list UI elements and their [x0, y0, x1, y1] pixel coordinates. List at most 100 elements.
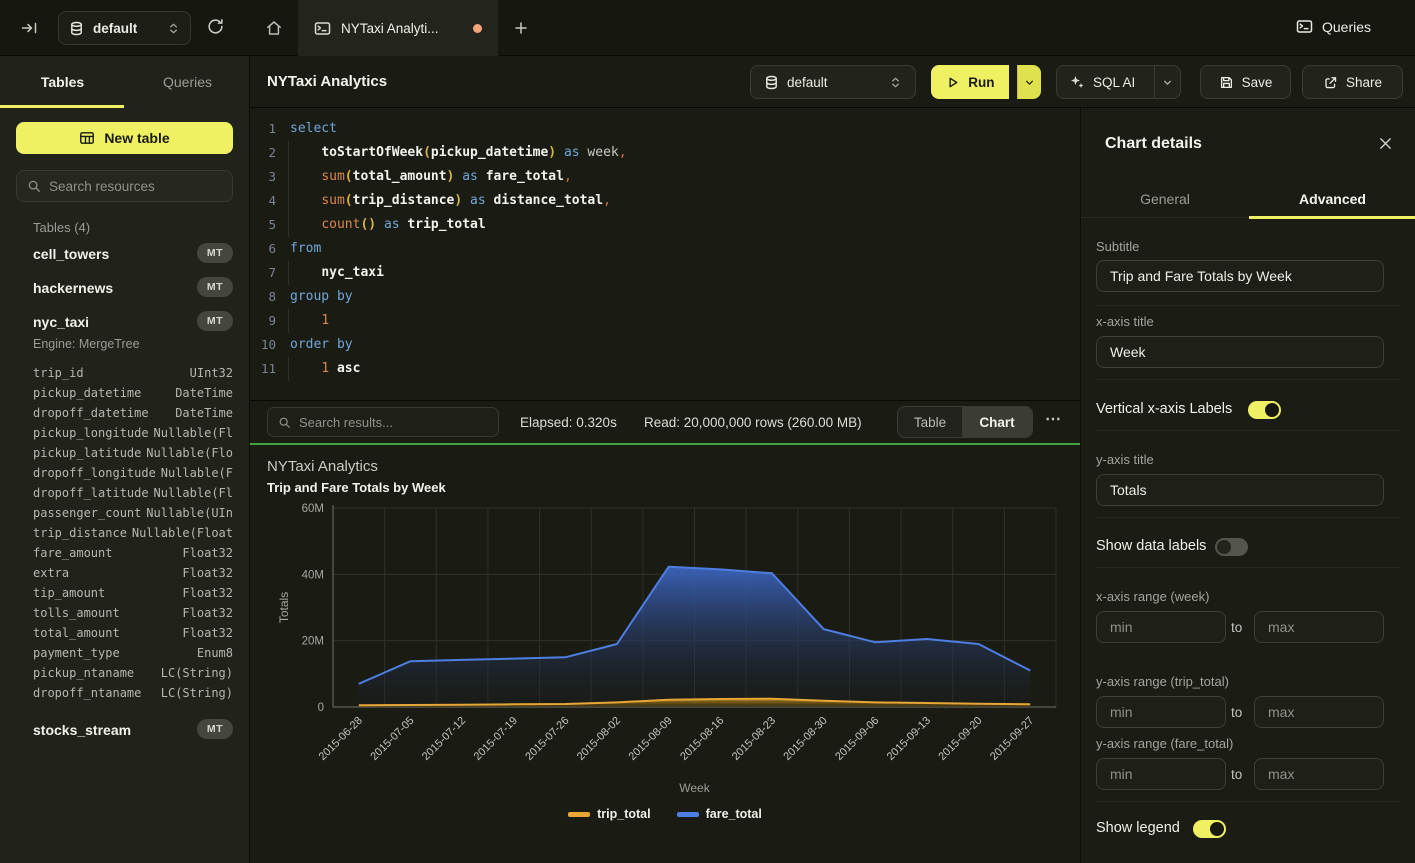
sidebar-tab-queries[interactable]: Queries — [125, 56, 250, 108]
sql-code: sum(trip_distance) as distance_total, — [290, 189, 611, 213]
sql-code: select — [290, 117, 337, 141]
toolbar-database-selector[interactable]: default — [750, 65, 916, 99]
legend-item[interactable]: trip_total — [568, 807, 650, 821]
show-legend-toggle[interactable] — [1193, 820, 1226, 838]
line-number: 3 — [250, 165, 276, 189]
table-item-stocks-stream[interactable]: stocks_stream MT — [0, 719, 250, 745]
column-row: dropoff_latitudeNullable(Fl — [33, 483, 233, 503]
engine-badge: MT — [197, 311, 233, 331]
home-tab[interactable] — [250, 0, 298, 56]
column-row: dropoff_longitudeNullable(F — [33, 463, 233, 483]
yrange-trip-label: y-axis range (trip_total) — [1096, 674, 1229, 689]
results-search-input[interactable] — [299, 415, 469, 430]
column-row: pickup_datetimeDateTime — [33, 383, 233, 403]
vertical-labels-toggle[interactable] — [1248, 401, 1281, 419]
subtitle-label: Subtitle — [1096, 239, 1139, 254]
table-item-hackernews[interactable]: hackernews MT — [0, 277, 250, 303]
sidebar-tab-tables[interactable]: Tables — [0, 56, 125, 108]
yrange-fare-max-input[interactable] — [1254, 758, 1384, 790]
sidebar-search[interactable] — [16, 170, 233, 202]
queries-button[interactable]: Queries — [1296, 18, 1371, 35]
read-stat: Read: 20,000,000 rows (260.00 MB) — [644, 415, 862, 430]
column-name: tolls_amount — [33, 603, 120, 623]
yaxis-title-input[interactable] — [1096, 474, 1384, 506]
topbar-database-selector[interactable]: default — [58, 11, 191, 45]
sql-line[interactable]: 3 sum(total_amount) as fare_total, — [250, 165, 1080, 189]
save-button[interactable]: Save — [1200, 65, 1291, 99]
collapse-sidebar-icon[interactable] — [20, 19, 38, 37]
chart-view-toggle[interactable]: Chart — [962, 407, 1032, 437]
svg-text:2015-06-28: 2015-06-28 — [317, 715, 365, 763]
run-button[interactable]: Run — [931, 65, 1009, 99]
database-selector-value: default — [93, 21, 137, 36]
search-icon — [278, 416, 291, 429]
panel-tab-bar: General Advanced — [1081, 180, 1415, 218]
new-tab-button[interactable] — [512, 19, 530, 37]
column-type: Float32 — [182, 603, 233, 623]
sql-code: sum(total_amount) as fare_total, — [290, 165, 572, 189]
sql-line[interactable]: 4 sum(trip_distance) as distance_total, — [250, 189, 1080, 213]
column-type: Enum8 — [197, 643, 233, 663]
sql-line[interactable]: 5 count() as trip_total — [250, 213, 1080, 237]
yrange-trip-min-input[interactable] — [1096, 696, 1226, 728]
legend-item[interactable]: fare_total — [677, 807, 762, 821]
sql-code: group by — [290, 285, 353, 309]
column-row: payment_typeEnum8 — [33, 643, 233, 663]
legend-swatch — [677, 812, 699, 817]
search-icon — [27, 179, 41, 193]
results-search[interactable] — [267, 407, 499, 437]
tab-general[interactable]: General — [1081, 180, 1249, 218]
yrange-trip-max-input[interactable] — [1254, 696, 1384, 728]
engine-label: Engine: MergeTree — [33, 337, 140, 351]
sql-line[interactable]: 11 1 asc — [250, 357, 1080, 381]
svg-text:2015-07-19: 2015-07-19 — [472, 715, 520, 763]
tab-advanced[interactable]: Advanced — [1249, 180, 1415, 218]
table-view-toggle[interactable]: Table — [898, 407, 962, 437]
to-label: to — [1231, 767, 1242, 782]
sql-ai-chevron[interactable] — [1154, 66, 1180, 98]
column-type: Nullable(Fl — [154, 483, 233, 503]
sql-line[interactable]: 1select — [250, 117, 1080, 141]
chevron-updown-icon — [167, 22, 180, 35]
table-item-cell-towers[interactable]: cell_towers MT — [0, 243, 250, 269]
xrange-max-input[interactable] — [1254, 611, 1384, 643]
line-number: 6 — [250, 237, 276, 261]
column-row: dropoff_datetimeDateTime — [33, 403, 233, 423]
sql-editor[interactable]: 1select2 toStartOfWeek(pickup_datetime) … — [250, 108, 1080, 400]
tab-nytaxi-analytics[interactable]: NYTaxi Analyti... — [298, 0, 498, 56]
sql-line[interactable]: 6from — [250, 237, 1080, 261]
xaxis-title-input[interactable] — [1096, 336, 1384, 368]
table-item-nyc-taxi[interactable]: nyc_taxi MT — [0, 311, 250, 337]
column-type: Float32 — [182, 623, 233, 643]
new-table-label: New table — [104, 130, 169, 146]
refresh-icon[interactable] — [206, 17, 225, 36]
yrange-fare-min-input[interactable] — [1096, 758, 1226, 790]
sql-line[interactable]: 2 toStartOfWeek(pickup_datetime) as week… — [250, 141, 1080, 165]
svg-text:2015-08-02: 2015-08-02 — [575, 715, 623, 763]
subtitle-input[interactable] — [1096, 260, 1384, 292]
sql-ai-button[interactable]: SQL AI — [1056, 65, 1181, 99]
sql-line[interactable]: 8group by — [250, 285, 1080, 309]
toolbar-database-value: default — [787, 75, 828, 90]
more-options-icon[interactable]: ⋯ — [1045, 409, 1062, 429]
sql-code: 1 asc — [290, 357, 360, 381]
data-labels-toggle[interactable] — [1215, 538, 1248, 556]
x-axis-title: Week — [333, 781, 1056, 795]
sql-line[interactable]: 10order by — [250, 333, 1080, 357]
sidebar-search-input[interactable] — [49, 179, 209, 194]
close-icon[interactable] — [1378, 136, 1393, 151]
sql-line[interactable]: 9 1 — [250, 309, 1080, 333]
column-row: dropoff_ntanameLC(String) — [33, 683, 233, 703]
share-button[interactable]: Share — [1302, 65, 1403, 99]
chart-subtitle: Trip and Fare Totals by Week — [267, 480, 446, 495]
queries-button-label: Queries — [1322, 19, 1371, 35]
svg-text:20M: 20M — [302, 636, 324, 648]
svg-text:2015-08-30: 2015-08-30 — [781, 715, 829, 763]
svg-text:2015-07-26: 2015-07-26 — [523, 715, 571, 763]
column-name: pickup_longitude — [33, 423, 149, 443]
sql-line[interactable]: 7 nyc_taxi — [250, 261, 1080, 285]
unsaved-changes-dot — [473, 24, 482, 33]
run-options-chevron[interactable] — [1017, 65, 1041, 99]
new-table-button[interactable]: New table — [16, 122, 233, 154]
xrange-min-input[interactable] — [1096, 611, 1226, 643]
